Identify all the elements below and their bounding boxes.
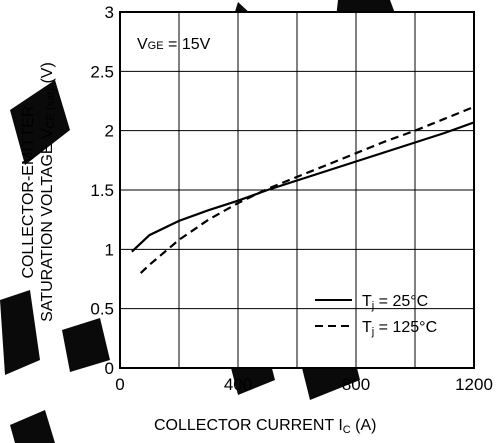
plot-area: 0 0.5 1 1.5 2 2.5 3 0 400 800 1200	[90, 3, 493, 394]
legend-25c-suffix: = 25°C	[374, 293, 428, 310]
annotation-sub: GE	[148, 40, 164, 52]
x-axis-title-unit: (A)	[351, 417, 377, 434]
y-tick-label-3: 3	[105, 3, 114, 22]
legend-25c-sub: j	[371, 300, 374, 312]
y-tick-label-2: 2	[105, 122, 114, 141]
annotation-prefix: V	[137, 36, 148, 53]
x-axis-title: COLLECTOR CURRENT IC (A)	[154, 417, 377, 436]
y-axis-title-line2: SATURATION VOLTAGE VCE (sat) (V)	[39, 62, 57, 322]
legend-label-25c: Tj = 25°C	[362, 293, 428, 312]
y-axis-title-sub: CE (sat)	[45, 88, 57, 128]
y-tick-label-0: 0	[105, 359, 114, 378]
y-axis-title-main: SATURATION VOLTAGE V	[39, 128, 56, 322]
plot-frame	[119, 11, 475, 369]
legend: Tj = 25°C Tj = 125°C	[315, 293, 437, 338]
x-axis-title-main: COLLECTOR CURRENT I	[154, 417, 343, 434]
y-axis-title-unit: (V)	[39, 62, 56, 88]
x-tick-label-0: 0	[115, 375, 124, 394]
x-tick-label-800: 800	[342, 375, 370, 394]
y-tick-label-2.5: 2.5	[90, 62, 114, 81]
annotation-suffix: = 15V	[164, 36, 211, 53]
legend-label-125c: Tj = 125°C	[362, 319, 437, 338]
legend-125c-sub: j	[371, 326, 374, 338]
y-tick-label-0.5: 0.5	[90, 300, 114, 319]
annotation-vge: VGE = 15V	[137, 36, 211, 53]
x-axis-title-sub: C	[343, 424, 351, 436]
legend-125c-suffix: = 125°C	[374, 319, 437, 336]
y-axis-title-line1: COLLECTOR-EMITTER	[20, 105, 37, 278]
series-line-25c	[131, 121, 475, 253]
series-line-125c	[139, 105, 475, 274]
legend-125c-prefix: T	[362, 319, 372, 336]
x-tick-label-400: 400	[224, 375, 252, 394]
legend-25c-prefix: T	[362, 293, 372, 310]
y-tick-label-1: 1	[105, 240, 114, 259]
y-tick-label-1.5: 1.5	[90, 181, 114, 200]
x-tick-label-1200: 1200	[455, 375, 493, 394]
